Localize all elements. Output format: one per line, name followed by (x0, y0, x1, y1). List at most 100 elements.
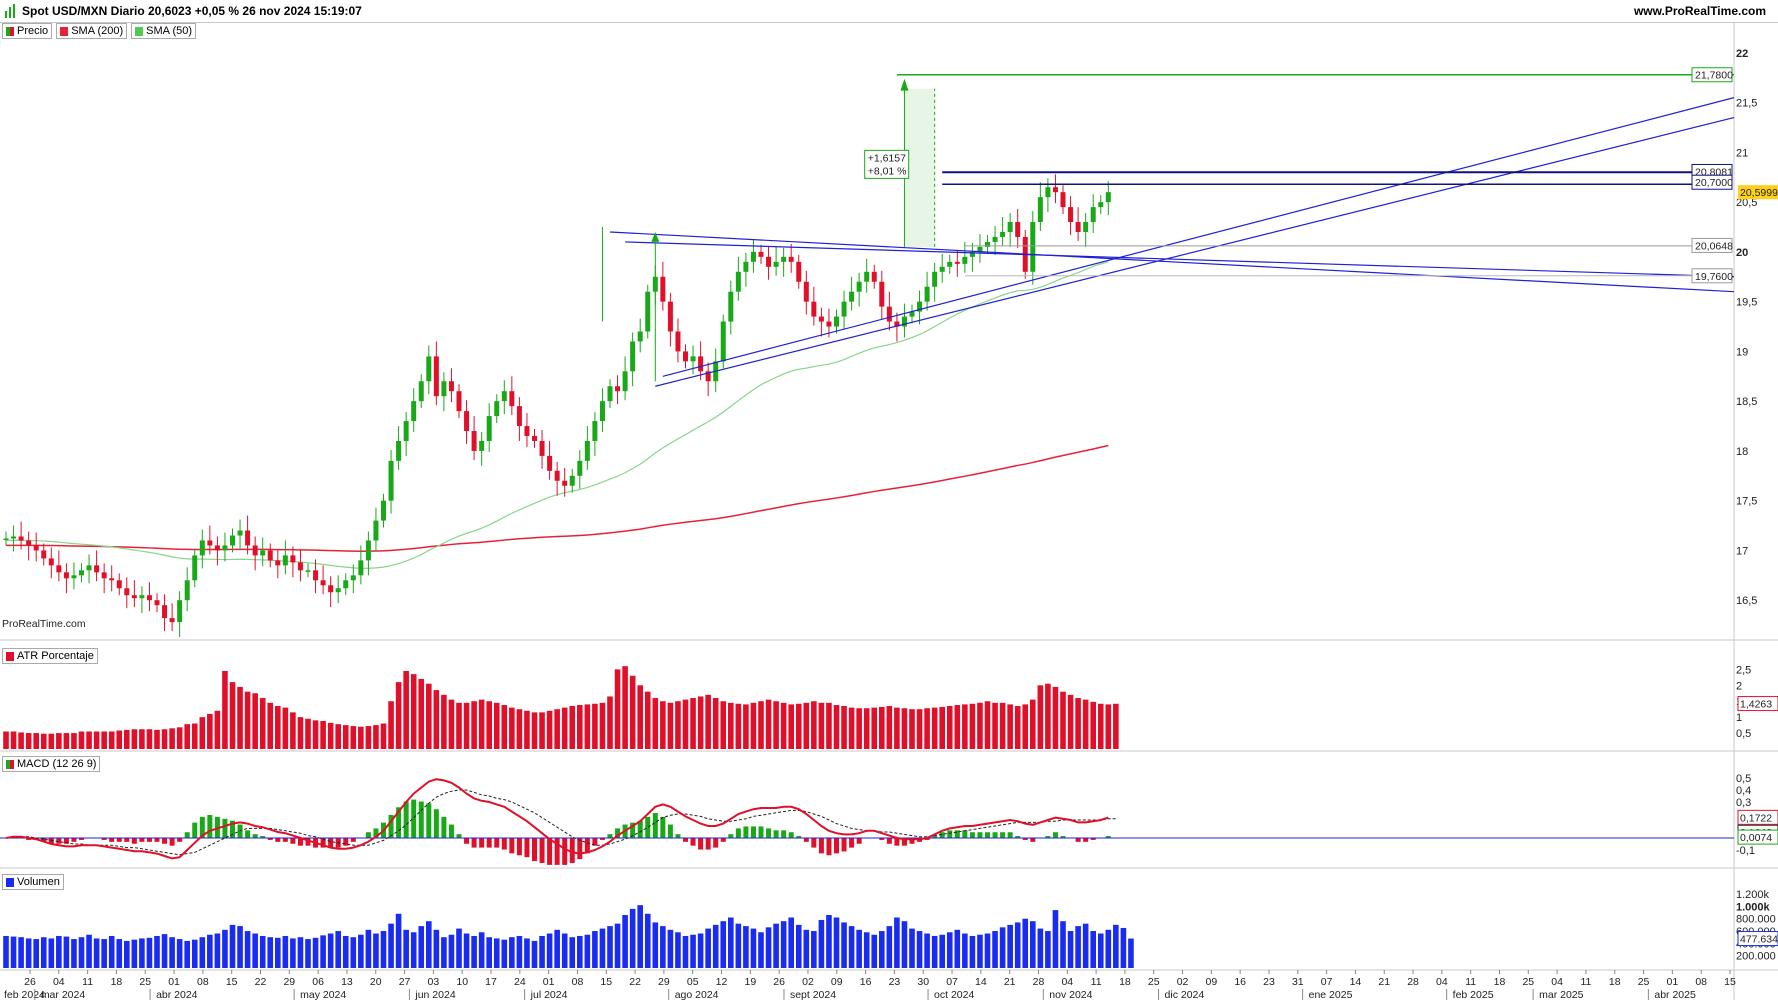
price-label-box (1691, 67, 1733, 83)
macd-histogram-bar (441, 816, 447, 838)
volume-bar (290, 938, 296, 968)
legend-sma200[interactable]: SMA (200) (56, 23, 128, 39)
volume-bar (924, 933, 930, 968)
atr-bar (1075, 698, 1081, 749)
macd-histogram-bar (758, 826, 764, 838)
month-label: feb 2025 (1453, 989, 1494, 1000)
volume-bar (426, 921, 432, 968)
volume-bar (380, 931, 387, 968)
atr-bar (516, 709, 523, 749)
candle (245, 515, 251, 555)
macd-histogram-bar (909, 838, 915, 844)
candle-body (1083, 222, 1089, 232)
legend-volume[interactable]: Volumen (2, 874, 64, 890)
month-label: oct 2024 (934, 989, 974, 1000)
volume-bar (463, 933, 470, 968)
x-tick-label: 16 (1234, 976, 1246, 988)
prorealtime-logo-icon (5, 4, 15, 18)
volume-bar (312, 937, 319, 968)
volume-bar (841, 922, 847, 968)
volume-bar (478, 932, 485, 968)
candle (841, 290, 847, 330)
atr-bar (10, 731, 17, 749)
x-tick-label: 28 (1033, 976, 1045, 988)
volume-bar (56, 935, 62, 968)
candle (532, 429, 537, 448)
macd-histogram-bar (41, 838, 47, 842)
volume-bar (267, 937, 274, 968)
candle-body (396, 440, 402, 461)
macd-histogram-bar (411, 799, 417, 838)
macd-label: 0,1722 (1740, 812, 1772, 824)
macd-histogram-bar (222, 818, 228, 838)
volume-bar (577, 935, 583, 968)
macd-histogram-bar (245, 830, 251, 838)
candle (275, 549, 281, 579)
candle (607, 379, 613, 409)
atr-bar (818, 702, 825, 749)
candle (871, 264, 877, 289)
candle (932, 262, 938, 302)
candle-body (516, 406, 522, 427)
legend-sma50[interactable]: SMA (50) (131, 23, 197, 39)
chart-area[interactable]: 16,51717,51818,51919,52020,52121,522+1,6… (0, 23, 1778, 1000)
volume-bar (856, 929, 862, 968)
candle-body (675, 331, 681, 352)
candle (456, 384, 462, 419)
x-tick-label: 07 (946, 976, 958, 988)
month-label: ene 2025 (1309, 989, 1353, 1000)
candle-body (698, 356, 704, 372)
atr-bar (478, 699, 485, 749)
candle-body (599, 401, 605, 422)
month-label: jul 2024 (530, 989, 568, 1000)
atr-bar (765, 699, 772, 749)
macd-histogram-bar (109, 838, 115, 842)
legend-macd[interactable]: MACD (12 26 9) (2, 756, 101, 772)
candle-body (207, 540, 213, 546)
macd-histogram-bar (743, 826, 749, 838)
legend-price[interactable]: Precio (2, 23, 53, 39)
volume-bar (305, 939, 311, 968)
atr-bar (403, 670, 409, 749)
candle-body (343, 580, 349, 589)
candle-body (418, 381, 424, 402)
atr-bar (863, 708, 870, 749)
site-url[interactable]: www.ProRealTime.com (1633, 4, 1766, 18)
candle-body (834, 316, 839, 327)
volume-bar (999, 927, 1006, 968)
candle (86, 554, 92, 584)
x-tick-label: 31 (1292, 976, 1304, 988)
candle (343, 573, 349, 596)
candle-body (86, 565, 92, 571)
candle-body (532, 435, 537, 441)
atr-bar (18, 732, 24, 749)
candle-body (237, 530, 243, 536)
atr-bar (901, 708, 908, 749)
candle (1007, 213, 1013, 247)
macd-histogram-bar (494, 838, 500, 848)
volume-bar (720, 921, 727, 968)
atr-bar (607, 696, 613, 749)
volume-bar (1037, 928, 1044, 968)
volume-bar (697, 933, 704, 968)
macd-histogram-bar (735, 828, 741, 838)
atr-bar (335, 724, 341, 749)
candle (985, 234, 990, 254)
volume-bar (33, 939, 39, 968)
atr-tick-label: 2 (1736, 680, 1742, 692)
candle (79, 563, 84, 583)
x-tick-label: 05 (687, 976, 699, 988)
atr-bar (244, 691, 251, 749)
atr-bar (1014, 706, 1021, 749)
macd-histogram-bar (1090, 838, 1096, 840)
macd-histogram-bar (328, 838, 334, 848)
x-tick-label: 15 (600, 976, 612, 988)
candle-body (766, 256, 772, 267)
candle-body (773, 261, 779, 267)
candle (901, 303, 907, 338)
volume-bar (667, 929, 674, 968)
macd-histogram-bar (177, 838, 183, 842)
legend-atr[interactable]: ATR Porcentaje (2, 648, 98, 664)
candle (720, 314, 726, 369)
trendline-support-up (655, 116, 1735, 387)
